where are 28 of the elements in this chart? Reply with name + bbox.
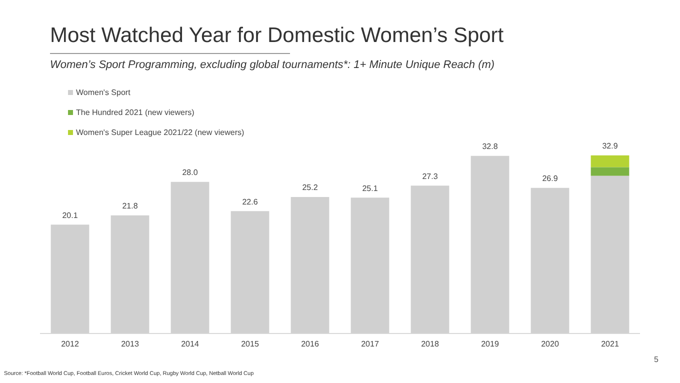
data-label: 28.0 [182, 168, 198, 178]
data-label: 25.1 [362, 184, 378, 193]
x-tick-label: 2017 [361, 339, 380, 348]
legend-label: The Hundred 2021 (new viewers) [75, 108, 196, 119]
data-label: 21.8 [122, 202, 138, 211]
total-label: 32.9 [602, 142, 618, 151]
legend-label: Women's Sport [75, 88, 132, 99]
bar [590, 155, 630, 168]
x-tick-label: 2019 [481, 339, 500, 348]
data-label: 26.9 [542, 174, 558, 184]
legend-label: Women's Super League 2021/22 (new viewers) [75, 128, 244, 139]
x-tick-label: 2020 [541, 339, 560, 348]
data-label: 22.6 [242, 197, 258, 206]
text: 5 [654, 355, 658, 364]
chart-subtitle: Women’s Sport Programming, excluding global tournaments*: 1+ Minute Unique Reach (m) [50, 59, 495, 71]
x-tick-label: 2015 [241, 339, 260, 348]
x-tick-label: 2013 [121, 339, 140, 348]
data-label: 25.2 [302, 183, 318, 192]
x-tick-label: 2012 [61, 339, 80, 348]
x-tick-label: 2014 [181, 339, 200, 348]
chart-title: Most Watched Year for Domestic Women’s Sport [50, 24, 504, 48]
data-label: 27.3 [422, 172, 438, 181]
data-label: 20.1 [62, 210, 78, 220]
x-tick-label: 2016 [301, 339, 320, 348]
x-tick-label: 2021 [601, 339, 620, 348]
data-label: 32.8 [482, 142, 498, 152]
bar [590, 167, 630, 176]
x-tick-label: 2018 [421, 339, 440, 348]
